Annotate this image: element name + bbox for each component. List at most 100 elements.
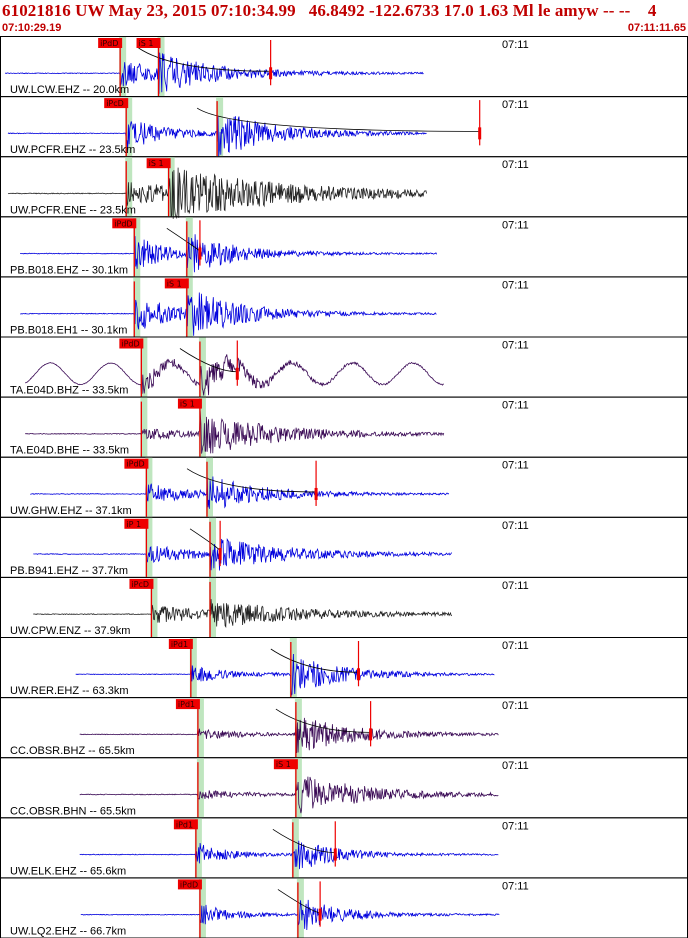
station-label: UW.LCW.EHZ -- 20.0km [10, 84, 129, 96]
time-marker-label: 07:11 [502, 640, 529, 652]
time-marker-label: 07:11 [502, 820, 529, 832]
p-pick-label: iPd1 [176, 820, 193, 829]
s-pick-flag [273, 759, 298, 770]
waveform [80, 899, 500, 931]
s-window [185, 277, 193, 337]
p-window [150, 577, 158, 637]
p-pick-flag [124, 518, 149, 529]
station-label: UW.PCFR.EHZ -- 23.5km [10, 144, 135, 156]
amplitude-tick [198, 247, 202, 260]
p-window [133, 217, 141, 277]
s-pick-flag [146, 158, 171, 169]
s-window [206, 457, 213, 517]
p-pick-label: iPdD [180, 880, 198, 889]
coda-curve [270, 648, 359, 673]
amplitude-tick [333, 848, 337, 861]
trace-panel: iP 1 07:11 PB.B941.EHZ -- 37.7km [0, 516, 688, 578]
s-pick-label: iS 1 [180, 400, 195, 409]
station-label: PB.B941.EHZ -- 37.7km [10, 565, 128, 577]
p-pick-flag [124, 458, 149, 469]
p-window [119, 37, 127, 97]
coda-curve [189, 528, 222, 553]
station-label: CC.OBSR.BHZ -- 65.5km [10, 745, 135, 757]
p-pick-label: iPdD [121, 340, 139, 349]
seismogram-plot: iPdD iS 1 07:11 UW.LCW.EHZ -- 20.0km iPcD 07:… [0, 36, 688, 938]
p-pick-flag [168, 639, 193, 649]
p-pick-label: iPcD [131, 580, 149, 589]
coda-curve [275, 708, 371, 733]
amplitude-tick [269, 67, 273, 80]
amplitude-tick [478, 127, 482, 140]
trace-panel: iPdD 07:11 PB.B018.EHZ -- 30.1km [0, 216, 688, 278]
coda-curve [138, 47, 271, 72]
waveform [33, 599, 453, 629]
p-pick-label: iPdD [114, 219, 132, 228]
trace-panel: iPcD 07:11 UW.PCFR.EHZ -- 23.5km [0, 96, 688, 158]
waveform [79, 717, 499, 754]
s-pick-flag [177, 398, 202, 409]
waveform [20, 292, 437, 336]
trace-panel: iPd1 07:11 CC.OBSR.BHZ -- 65.5km [0, 697, 688, 759]
time-marker-label: 07:11 [502, 279, 529, 291]
amplitude-tick [314, 487, 318, 500]
p-pick-flag [177, 879, 202, 890]
waveform [79, 776, 499, 814]
amplitude-tick [235, 367, 239, 380]
coda-curve [196, 107, 480, 132]
p-window [140, 337, 148, 397]
coda-curve [179, 348, 238, 373]
trace-panel: iPdD 07:11 UW.GHW.EHZ -- 37.1km [0, 456, 688, 518]
waveform [25, 354, 444, 396]
s-pick-label: iS 1 [276, 760, 291, 769]
trace-panel: iPdD 07:11 UW.LQ2.EHZ -- 66.7km [0, 877, 688, 938]
s-pick-flag [164, 278, 189, 289]
s-window [294, 698, 302, 758]
trace-panel: iS 1 07:11 CC.OBSR.BHN -- 65.5km [0, 757, 688, 819]
time-marker-label: 07:11 [502, 460, 529, 472]
p-window [189, 638, 197, 698]
station-label: PB.B018.EH1 -- 30.1km [10, 325, 127, 337]
station-label: UW.LQ2.EHZ -- 66.7km [10, 926, 126, 938]
time-marker-label: 07:11 [502, 580, 529, 592]
p-window [145, 517, 153, 577]
p-pick-flag [119, 338, 144, 349]
trace-panel: iPcD 07:11 UW.CPW.ENZ -- 37.9km [0, 576, 688, 639]
time-marker-label: 07:11 [502, 520, 529, 532]
waveform [7, 167, 427, 220]
p-pick-flag [104, 98, 129, 109]
p-window [140, 397, 148, 457]
station-label: UW.RER.EHZ -- 63.3km [10, 685, 129, 697]
p-pick-label: iPd1 [178, 700, 195, 709]
s-window [198, 397, 206, 457]
s-pick-flag [136, 38, 161, 48]
record-header: 61021816 UW May 23, 2015 07:10:34.99 46.… [0, 0, 688, 36]
station-label: UW.CPW.ENZ -- 37.9km [10, 625, 130, 637]
time-marker-label: 07:11 [502, 99, 529, 111]
s-pick-label: iS 1 [139, 39, 154, 48]
p-pick-label: iPdD [126, 460, 144, 469]
waveform [79, 840, 499, 870]
s-window [216, 97, 224, 157]
amplitude-tick [357, 668, 360, 681]
coda-curve [186, 468, 317, 493]
waveform [75, 653, 495, 697]
trace-panel: iS 1 07:11 TA.E04D.BHE -- 33.5km [0, 396, 688, 458]
waveform [20, 234, 437, 273]
p-pick-flag [175, 699, 200, 710]
time-marker-label: 07:11 [502, 159, 529, 171]
waveform [33, 537, 453, 571]
amplitude-tick [318, 908, 322, 921]
p-window [196, 758, 204, 818]
trace-panel: iS 1 07:11 UW.PCFR.ENE -- 23.5km [0, 156, 688, 220]
time-marker-label: 07:11 [502, 700, 529, 712]
amplitude-tick [369, 728, 373, 741]
station-label: UW.PCFR.ENE -- 23.5km [10, 204, 136, 216]
p-pick-label: iP 1 [126, 520, 141, 529]
trace-panel: iS 1 07:11 PB.B018.EH1 -- 30.1km [0, 276, 688, 338]
p-pick-flag [129, 578, 154, 589]
time-marker-label: 07:11 [502, 880, 529, 892]
event-title: 61021816 UW May 23, 2015 07:10:34.99 46.… [2, 1, 657, 20]
station-label: CC.OBSR.BHN -- 65.5km [10, 805, 136, 817]
station-label: TA.E04D.BHZ -- 33.5km [10, 385, 128, 397]
station-label: TA.E04D.BHE -- 33.5km [10, 445, 129, 457]
